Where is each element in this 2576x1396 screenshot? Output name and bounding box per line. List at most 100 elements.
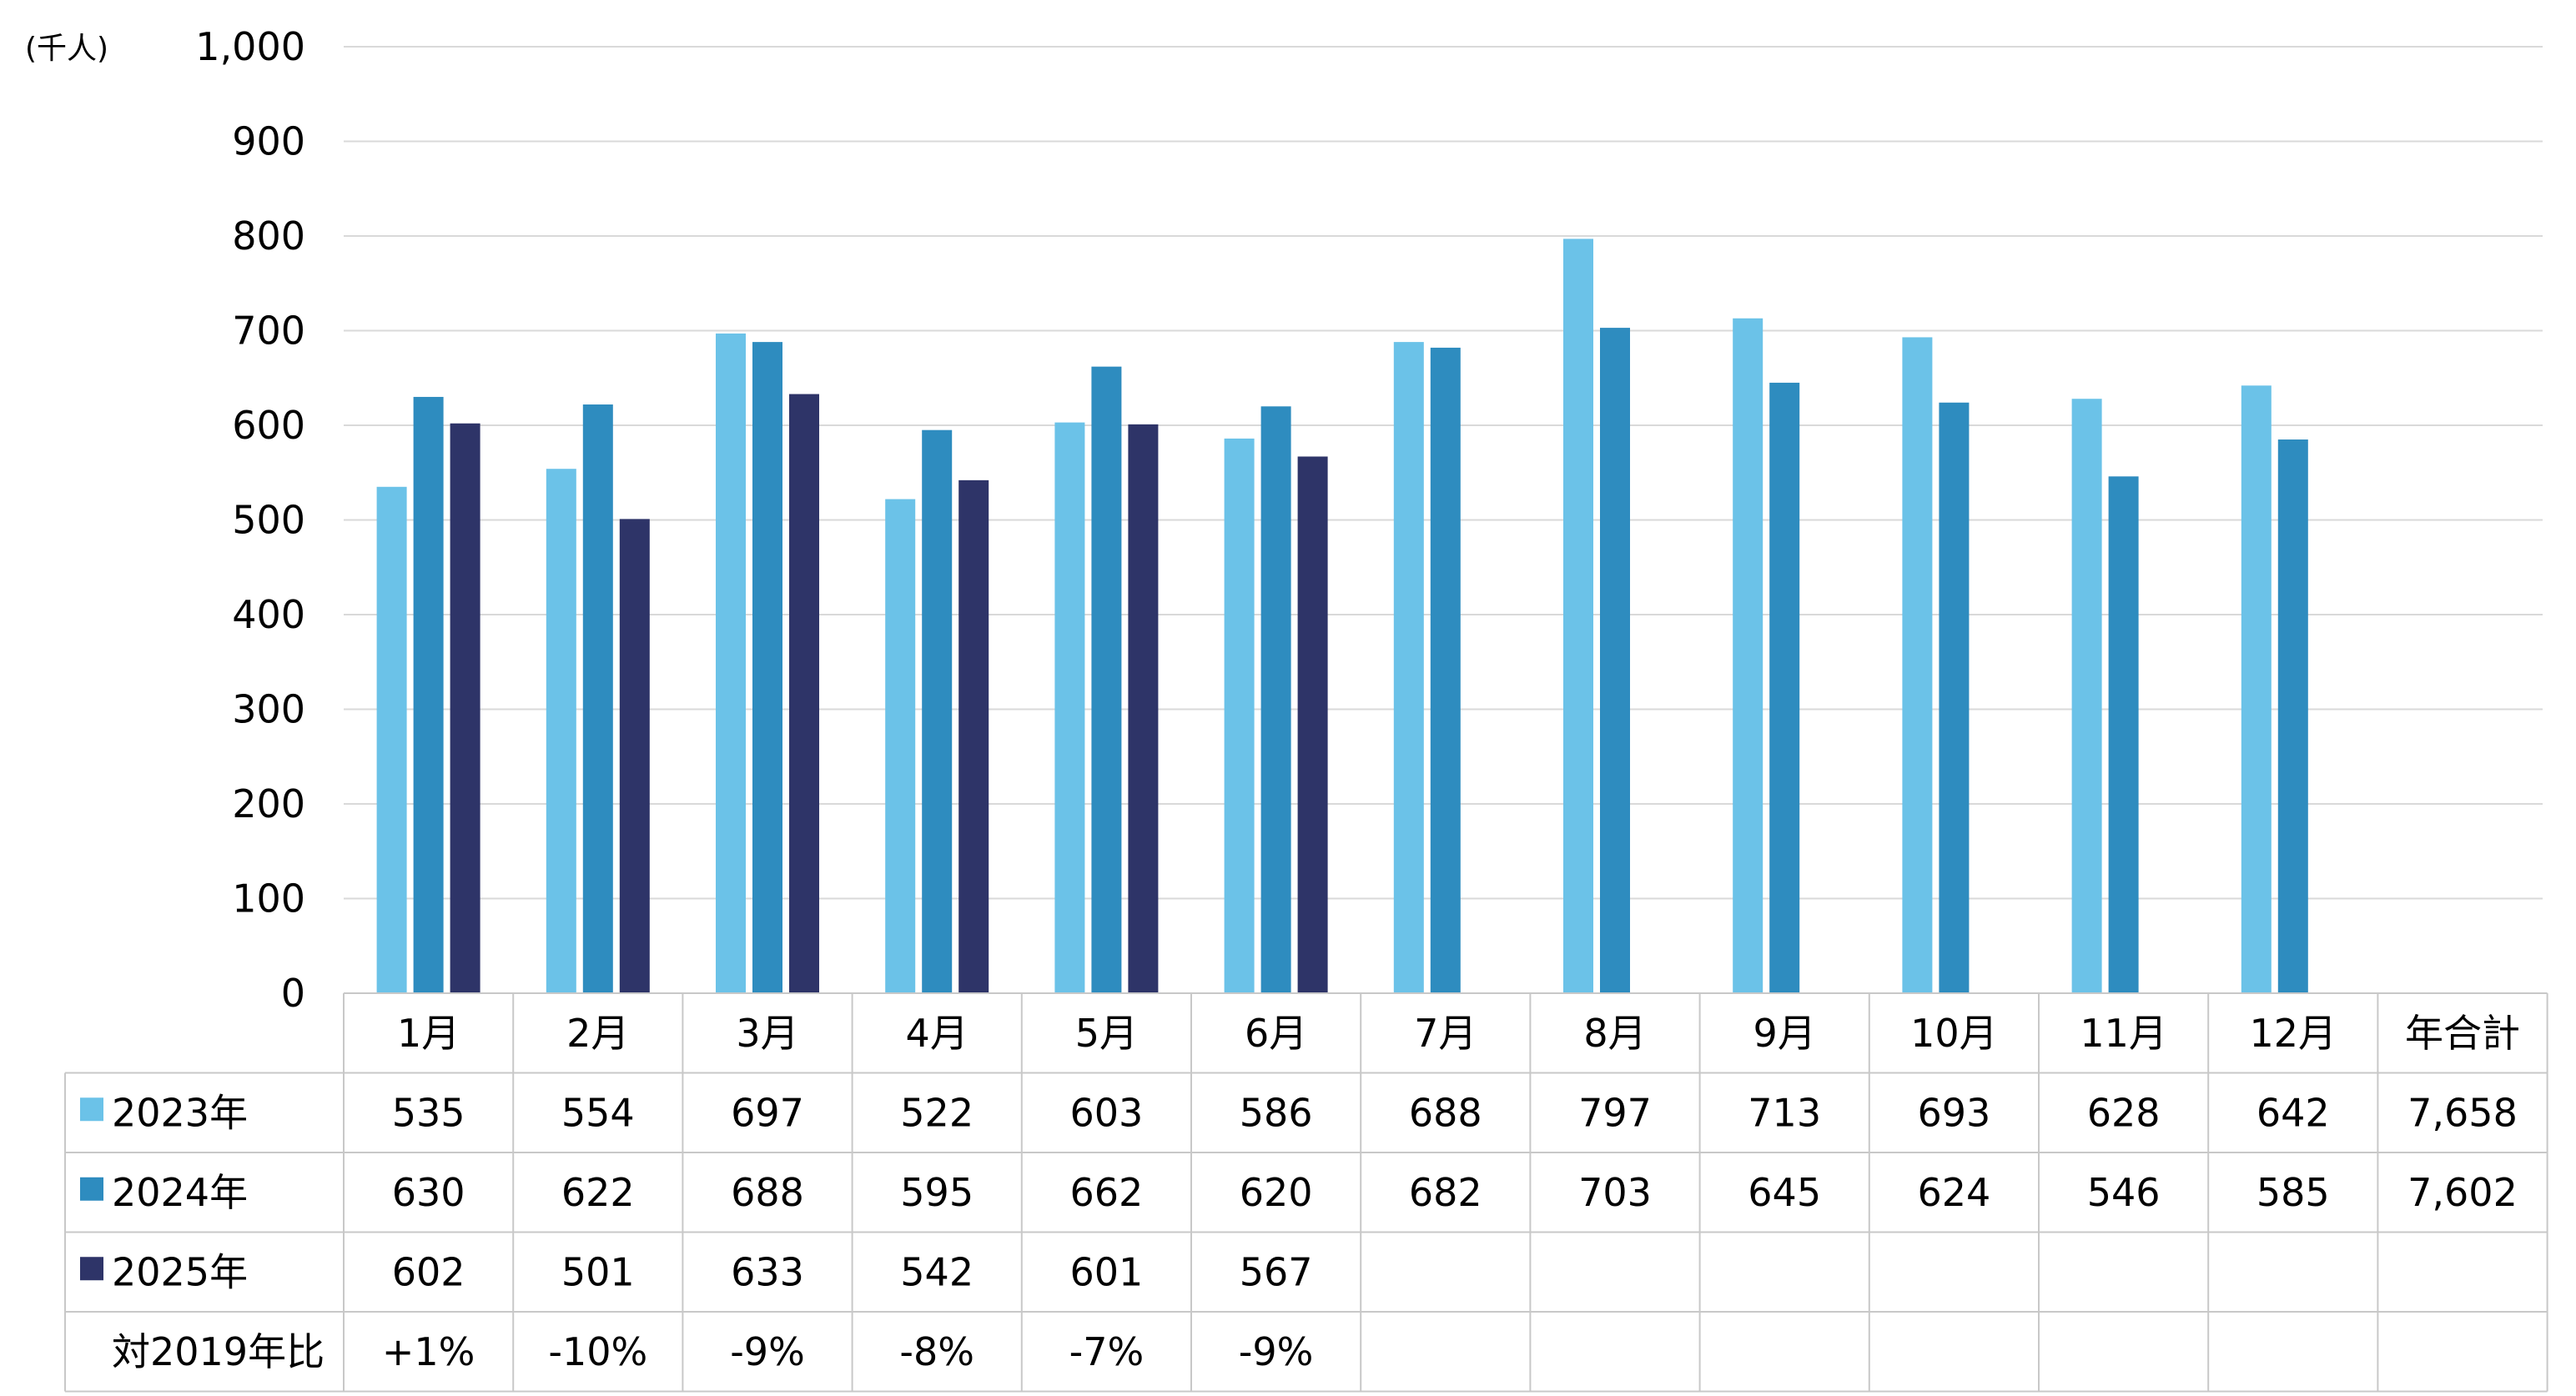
data-label: 546 <box>2087 1170 2161 1215</box>
data-label: 567 <box>1240 1249 1313 1294</box>
bar <box>1902 337 1933 993</box>
y-tick-label: 500 <box>232 498 305 543</box>
data-label: 642 <box>2257 1090 2330 1135</box>
x-tick-label: 5月 <box>1075 1011 1138 1056</box>
data-label: 501 <box>561 1249 635 1294</box>
data-label: 628 <box>2087 1090 2161 1135</box>
bar <box>1769 382 1800 993</box>
data-label: 601 <box>1069 1249 1143 1294</box>
ratio-value: +1% <box>382 1329 475 1374</box>
data-label: 622 <box>561 1170 635 1215</box>
y-tick-label: 200 <box>232 781 305 826</box>
data-label: 693 <box>1917 1090 1990 1135</box>
x-tick-label: 10月 <box>1910 1011 1998 1056</box>
x-tick-label: 11月 <box>2080 1011 2167 1056</box>
ratio-value: -10% <box>548 1329 647 1374</box>
bar <box>1054 422 1085 994</box>
data-label: 602 <box>392 1249 465 1294</box>
bar <box>1563 239 1593 993</box>
x-tick-label: 6月 <box>1245 1011 1307 1056</box>
x-tick-label: 9月 <box>1753 1011 1816 1056</box>
legend-swatch <box>80 1097 103 1122</box>
data-label: 797 <box>1578 1090 1652 1135</box>
bar <box>1393 342 1424 993</box>
data-label: 585 <box>2257 1170 2330 1215</box>
data-label: 542 <box>900 1249 974 1294</box>
bar <box>1430 347 1461 993</box>
bar <box>1224 438 1255 993</box>
y-tick-label: 600 <box>232 403 305 448</box>
x-tick-label: 3月 <box>736 1011 798 1056</box>
legend-label: 2024年 <box>112 1170 248 1215</box>
total-value: 7,602 <box>2407 1170 2518 1215</box>
data-table: 1月 2月 3月 4月 5月 6月 7月 8月 9月 10月 11月 12月 年合計 2023年 535 55… <box>64 992 2548 1393</box>
ratio-row-label: 対2019年比 <box>112 1329 325 1374</box>
bar <box>716 333 746 993</box>
y-tick-label: 100 <box>232 876 305 921</box>
bar <box>1091 366 1122 993</box>
x-tick-label: 7月 <box>1414 1011 1477 1056</box>
bar <box>958 480 989 993</box>
bar <box>789 394 819 993</box>
data-label: 688 <box>1409 1090 1482 1135</box>
bar <box>376 486 407 993</box>
y-tick-label: 700 <box>232 309 305 354</box>
y-tick-label: 1,000 <box>195 24 305 69</box>
bar <box>1939 402 1970 993</box>
bar <box>2108 476 2139 993</box>
data-label: 713 <box>1748 1090 1821 1135</box>
legend-label: 2023年 <box>112 1090 248 1135</box>
bar <box>413 396 444 993</box>
data-label: 662 <box>1069 1170 1143 1215</box>
bar <box>1297 456 1328 993</box>
bar <box>1600 328 1630 994</box>
x-tick-label: 4月 <box>906 1011 969 1056</box>
y-tick-label: 900 <box>232 119 305 164</box>
bar <box>1260 406 1291 993</box>
data-label: 535 <box>392 1090 465 1135</box>
y-axis-ticks: 0 100 200 300 400 500 600 700 800 900 1,000 <box>195 24 305 1016</box>
bar <box>450 423 480 994</box>
x-tick-label: 2月 <box>566 1011 629 1056</box>
data-label: 624 <box>1917 1170 1990 1215</box>
data-label: 633 <box>731 1249 804 1294</box>
ratio-value: -9% <box>1239 1329 1314 1374</box>
y-tick-label: 400 <box>232 592 305 637</box>
data-label: 703 <box>1578 1170 1652 1215</box>
ratio-value: -9% <box>730 1329 805 1374</box>
x-tick-label: 1月 <box>397 1011 460 1056</box>
x-tick-label: 8月 <box>1583 1011 1646 1056</box>
data-label: 595 <box>900 1170 974 1215</box>
bar <box>2071 399 2102 994</box>
bar <box>885 499 916 993</box>
bar <box>619 519 650 993</box>
data-label: 645 <box>1748 1170 1821 1215</box>
data-label: 586 <box>1240 1090 1313 1135</box>
total-value: 7,658 <box>2407 1090 2518 1135</box>
ratio-value: -8% <box>899 1329 974 1374</box>
data-label: 688 <box>731 1170 804 1215</box>
y-tick-label: 0 <box>281 971 305 1016</box>
ratio-value: -7% <box>1069 1329 1145 1374</box>
legend-label: 2025年 <box>112 1249 248 1294</box>
bar <box>922 429 953 993</box>
bar <box>1733 318 1763 993</box>
legend-swatch <box>80 1177 103 1201</box>
total-header-label: 年合計 <box>2405 1011 2520 1056</box>
data-label: 630 <box>392 1170 465 1215</box>
data-label: 554 <box>561 1090 635 1135</box>
y-unit-label: (千人) <box>25 32 108 66</box>
data-label: 620 <box>1240 1170 1313 1215</box>
y-tick-label: 800 <box>232 213 305 259</box>
bar <box>1128 424 1159 993</box>
bars <box>376 239 2308 994</box>
y-tick-label: 300 <box>232 687 305 732</box>
bar <box>2277 439 2308 993</box>
data-label: 522 <box>900 1090 974 1135</box>
bar <box>2241 385 2272 994</box>
bar <box>546 469 576 993</box>
data-label: 682 <box>1409 1170 1482 1215</box>
data-label: 697 <box>731 1090 804 1135</box>
bar <box>582 404 613 993</box>
